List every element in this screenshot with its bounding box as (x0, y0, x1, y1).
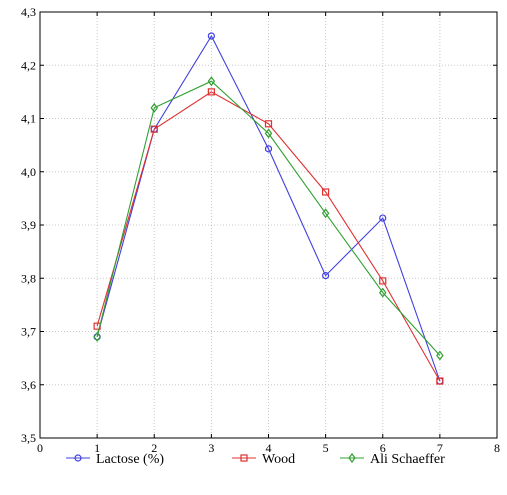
data-point-wood (207, 88, 215, 96)
legend-swatch-marker (240, 454, 248, 462)
x-tick-label: 0 (37, 441, 43, 455)
y-tick-label: 4,1 (21, 112, 36, 126)
y-tick-label: 4,3 (21, 5, 36, 19)
y-tick-label: 3,7 (21, 325, 36, 339)
series-ali-schaeffer (93, 76, 444, 361)
x-tick-label: 4 (266, 441, 272, 455)
data-point-wood (264, 120, 273, 128)
axes (39, 11, 498, 439)
series-line-ali-schaeffer (96, 80, 441, 356)
data-point-lactose (322, 271, 330, 280)
legend-label: Lactose (%) (96, 452, 164, 467)
x-tick-label: 3 (208, 441, 214, 455)
x-tick-label: 7 (437, 441, 443, 455)
data-point-wood (436, 377, 444, 385)
data-point-wood (150, 125, 158, 133)
x-tick-label: 6 (380, 441, 386, 455)
data-point-ali-schaeffer (207, 76, 216, 87)
grid (39, 11, 498, 439)
data-point-lactose (379, 214, 387, 222)
data-point-wood (379, 277, 387, 285)
data-point-ali-schaeffer (150, 102, 158, 113)
legend: Lactose (%) Wood Ali Schaeffer (66, 452, 445, 467)
y-tick-label: 4,2 (21, 58, 36, 72)
data-point-wood (322, 188, 330, 196)
data-point-lactose (207, 32, 215, 40)
legend-swatch-marker (348, 453, 356, 463)
data-point-ali-schaeffer (379, 287, 387, 298)
legend-item-lactose: Lactose (%) (66, 452, 164, 467)
y-tick-label: 3,6 (21, 378, 36, 392)
data-point-lactose (264, 145, 273, 153)
x-tick-label: 5 (323, 441, 329, 455)
legend-item-ali-schaeffer: Ali Schaeffer (340, 452, 445, 467)
legend-swatch-marker (74, 454, 82, 462)
tick-labels: 0 1 2 3 4 5 6 7 8 3,5 3,6 3,7 3,8 3,9 4,0 4,1 4,2 4,3 (21, 5, 500, 455)
legend-label: Ali Schaeffer (370, 452, 445, 467)
y-tick-label: 3,8 (21, 271, 36, 285)
y-tick-label: 3,5 (21, 431, 36, 445)
series-wood (93, 88, 444, 385)
x-tick-label: 2 (151, 441, 157, 455)
data-point-ali-schaeffer (436, 350, 444, 361)
data-point-ali-schaeffer (321, 208, 330, 219)
data-point-ali-schaeffer (93, 331, 101, 342)
y-tick-label: 4,0 (21, 165, 36, 179)
series-lines (93, 32, 444, 385)
legend-label: Wood (262, 452, 295, 467)
y-tick-label: 3,9 (21, 218, 36, 232)
x-tick-label: 8 (494, 441, 500, 455)
data-point-ali-schaeffer (264, 128, 273, 139)
x-tick-label: 1 (94, 441, 100, 455)
legend-item-wood: Wood (232, 452, 295, 467)
series-line-wood (96, 91, 441, 382)
